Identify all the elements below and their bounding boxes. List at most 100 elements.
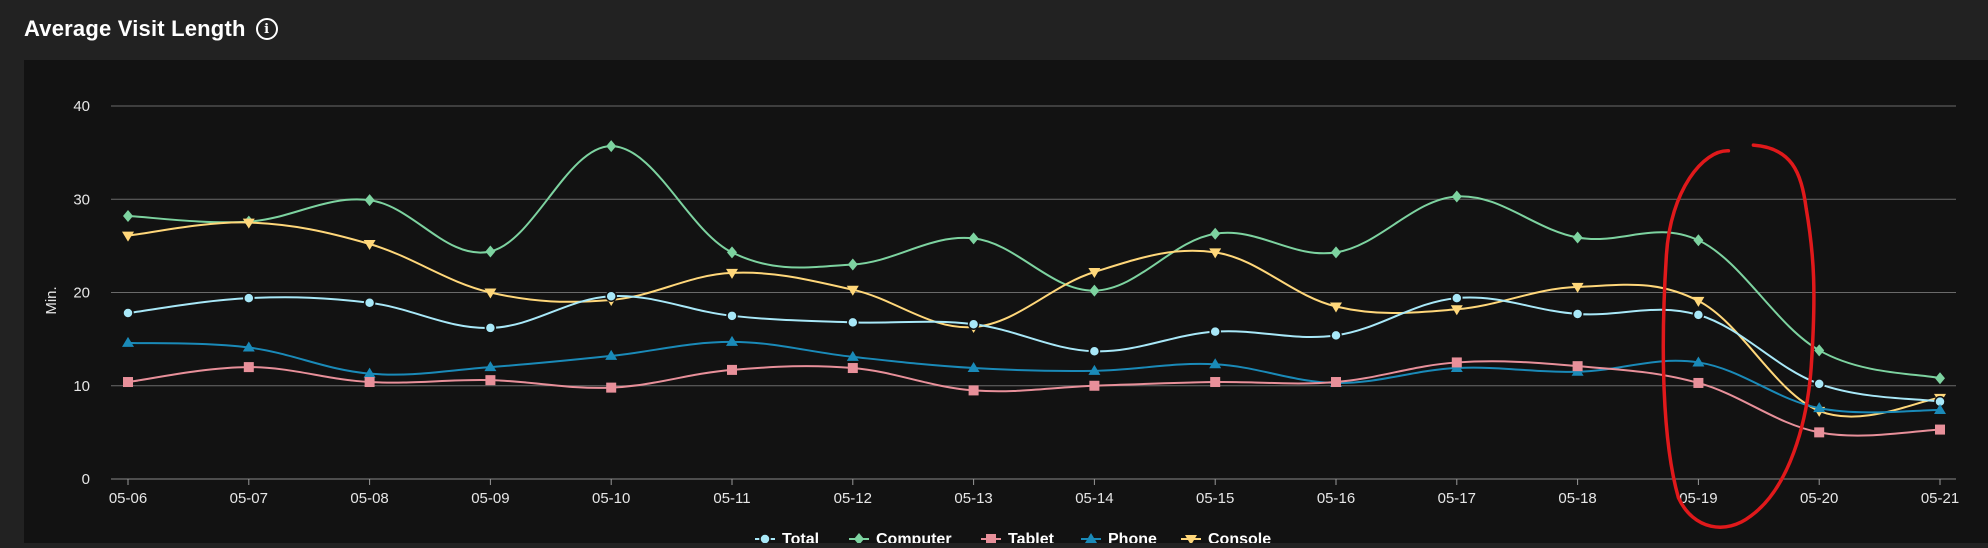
data-point-computer [485, 245, 496, 258]
data-point-phone [846, 350, 859, 361]
data-point-phone [363, 367, 376, 378]
x-tick-label: 05-12 [834, 490, 872, 507]
data-point-total [1088, 345, 1101, 357]
data-point-total [243, 292, 255, 304]
data-point-phone [605, 349, 618, 360]
x-tick-label: 05-06 [109, 490, 147, 507]
data-point-total [847, 316, 859, 329]
data-point-console [1088, 267, 1101, 278]
x-tick-label: 05-17 [1438, 490, 1476, 507]
x-tick-label: 05-07 [230, 490, 268, 507]
data-point-tablet [485, 375, 496, 386]
x-tick-label: 05-14 [1075, 490, 1113, 507]
red-circle-annotation [1661, 143, 1816, 529]
info-icon[interactable]: i [255, 18, 278, 40]
data-point-console [1209, 248, 1222, 259]
data-point-total [484, 322, 497, 334]
data-point-phone [967, 362, 980, 373]
data-point-total [726, 310, 738, 322]
data-point-computer [1451, 190, 1462, 203]
data-point-tablet [1814, 427, 1825, 438]
data-point-console [1692, 296, 1705, 307]
data-point-console [1450, 305, 1463, 316]
data-point-computer [727, 246, 737, 259]
x-tick-label: 05-21 [1921, 490, 1959, 507]
data-point-total [1330, 329, 1342, 342]
data-point-total [122, 307, 134, 319]
legend-marker-console [1185, 535, 1197, 545]
widget-title: Average Visit Length [24, 16, 246, 41]
data-point-phone [122, 336, 134, 347]
legend-marker-phone [1085, 533, 1097, 543]
data-point-computer [364, 194, 375, 207]
data-point-tablet [1451, 357, 1462, 368]
data-point-tablet [1572, 361, 1583, 372]
x-tick-label: 05-09 [471, 490, 509, 507]
y-tick-label: 0 [82, 471, 90, 488]
data-point-tablet [968, 385, 979, 396]
data-point-tablet [1210, 377, 1221, 388]
data-point-tablet [123, 377, 133, 388]
y-tick-label: 30 [73, 191, 90, 208]
data-point-phone [1209, 358, 1222, 369]
data-point-total [1571, 308, 1584, 320]
data-point-total [967, 318, 980, 330]
legend-label-console: Console [1208, 531, 1271, 543]
data-point-console [363, 240, 376, 251]
data-point-console [1571, 282, 1584, 293]
data-point-tablet [606, 382, 617, 393]
x-tick-label: 05-10 [592, 490, 630, 507]
data-point-tablet [847, 363, 858, 374]
data-point-console [484, 288, 497, 299]
data-point-phone [1088, 364, 1101, 375]
data-point-total [1813, 378, 1825, 390]
data-point-computer [123, 210, 133, 223]
data-point-computer [1572, 231, 1583, 244]
series-line-total [127, 295, 1941, 403]
legend-label-tablet: Tablet [1008, 531, 1055, 543]
data-point-tablet [727, 364, 737, 375]
data-point-phone [484, 361, 497, 372]
data-point-console [122, 231, 134, 242]
x-tick-label: 05-18 [1558, 490, 1596, 507]
data-point-tablet [243, 362, 254, 373]
data-point-tablet [364, 377, 375, 388]
series-line-computer [127, 145, 1941, 380]
data-point-computer [1814, 344, 1825, 357]
legend-label-total: Total [782, 531, 819, 543]
y-tick-label: 40 [73, 98, 90, 115]
series-line-phone [127, 340, 1941, 414]
data-point-computer [606, 140, 617, 153]
data-point-computer [968, 232, 979, 245]
data-point-phone [1934, 403, 1946, 414]
data-point-tablet [1089, 380, 1100, 391]
legend-marker-total [759, 533, 771, 545]
data-point-computer [1331, 246, 1341, 259]
data-point-console [726, 268, 738, 279]
y-axis-label: Min. [43, 286, 60, 314]
data-point-total [1209, 325, 1221, 338]
widget-header: Average Visit Length i [24, 14, 278, 44]
legend-marker-computer [854, 533, 864, 545]
data-point-tablet [1693, 377, 1704, 388]
data-point-total [1451, 292, 1463, 304]
data-point-console [1330, 302, 1342, 313]
y-tick-label: 20 [73, 285, 90, 302]
y-tick-label: 10 [73, 378, 90, 395]
data-point-total [605, 290, 617, 302]
x-tick-label: 05-15 [1196, 490, 1234, 507]
legend-marker-tablet [986, 534, 996, 544]
legend-label-phone: Phone [1108, 531, 1157, 543]
data-point-phone [1813, 402, 1826, 413]
series-line-console [127, 221, 1941, 418]
data-point-total [1692, 309, 1705, 321]
data-point-tablet [1331, 377, 1341, 388]
x-tick-label: 05-19 [1679, 490, 1717, 507]
x-tick-label: 05-16 [1317, 490, 1355, 507]
data-point-computer [847, 258, 858, 271]
data-point-total [363, 297, 376, 309]
data-point-console [242, 218, 255, 229]
series-line-tablet [127, 360, 1941, 437]
x-tick-label: 05-11 [713, 490, 750, 507]
